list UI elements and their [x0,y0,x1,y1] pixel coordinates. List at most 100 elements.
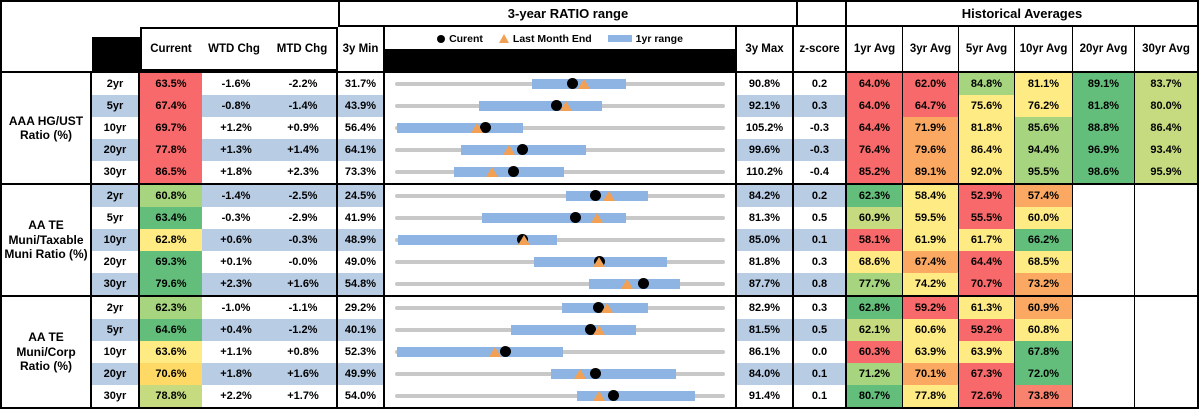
avg-cell-3yr: 59.5% [903,207,959,229]
legend-item-1yr-range: 1yr range [607,32,683,45]
range-track [395,282,725,286]
avg-cell-20yr: 96.9% [1073,139,1135,161]
table-row: 30yr 79.6% +2.3% +1.6% 54.8% 87.7% 0.8 77.7% 74.… [92,273,1197,295]
min-3y-cell: 49.0% [338,251,385,273]
avg-cell-5yr: 84.8% [959,73,1015,95]
current-cell: 78.8% [140,385,202,407]
avg-cell-1yr: 64.4% [847,117,903,139]
avg-cell-30yr [1135,207,1197,229]
table-row: 10yr 62.8% +0.6% -0.3% 48.9% 85.0% 0.1 58.1% 61.… [92,229,1197,251]
avg-30yr-column-header: 30yr Avg [1142,43,1190,55]
last-month-triangle-marker [620,279,633,289]
range-chart [385,251,737,273]
last-month-triangle-marker [559,101,572,111]
avg-cell-1yr: 62.1% [847,319,903,341]
min-3y-cell: 29.2% [338,297,385,319]
avg-cell-10yr: 76.2% [1015,95,1073,117]
avg-cell-5yr: 72.6% [959,385,1015,407]
avg-cell-5yr: 64.4% [959,251,1015,273]
mtd-chg-cell: +1.4% [270,139,338,161]
current-dot-marker [638,278,650,289]
avg-cell-20yr [1073,251,1135,273]
avg-cell-1yr: 80.7% [847,385,903,407]
table-row: 30yr 86.5% +1.8% +2.3% 73.3% 110.2% -0.4 85.2% 8… [92,161,1197,183]
legend-range-label: 1yr range [635,32,683,45]
avg-cell-5yr: 52.9% [959,185,1015,207]
avg-cell-30yr [1135,385,1197,407]
zscore-cell: 0.5 [794,319,847,341]
max-3y-cell: 81.5% [737,319,794,341]
avg-cell-10yr: 60.9% [1015,297,1073,319]
max-3y-cell: 110.2% [737,161,794,183]
avg-cell-3yr: 70.1% [903,363,959,385]
avg-cell-20yr [1073,363,1135,385]
avg-cell-3yr: 61.9% [903,229,959,251]
avg-cell-30yr [1135,341,1197,363]
range-chart [385,363,737,385]
wtd-chg-cell: +1.8% [220,166,252,178]
wtd-chg-cell: +2.3% [202,273,270,295]
mtd-chg-column-header: MTD Chg [276,43,328,55]
table-row: 20yr 69.3% +0.1% -0.0% 49.0% 81.8% 0.3 68.6% 67.… [92,251,1197,273]
wtd-chg-cell: +1.8% [202,363,270,385]
avg-cell-10yr: 72.0% [1015,363,1073,385]
avg-cell-20yr [1073,385,1135,407]
one-year-range-bar [576,391,695,401]
last-month-triangle-marker [593,391,606,401]
avg-cell-30yr: 80.0% [1135,95,1197,117]
last-month-triangle-marker [502,145,515,155]
current-cell: 69.7% [140,117,202,139]
avg-cell-3yr: 58.4% [903,185,959,207]
tenor-cell: 10yr [92,341,140,363]
avg-cell-3yr: 67.4% [903,251,959,273]
current-cell: 70.6% [140,363,202,385]
range-chart [385,385,737,407]
current-dot-marker [590,190,602,201]
min-3y-cell: 41.9% [338,207,385,229]
last-month-triangle-marker [602,191,615,201]
avg-cell-1yr: 62.3% [847,185,903,207]
legend-item-current: Curent [437,33,483,45]
current-dot-icon [437,34,446,43]
last-month-triangle-marker [489,347,502,357]
tenor-cell: 10yr [92,229,140,251]
current-cell: 77.8% [140,139,202,161]
avg-cell-3yr: 60.6% [903,319,959,341]
range-chart-header: Curent Last Month End 1yr range [385,27,737,71]
avg-cell-20yr: 88.8% [1073,117,1135,139]
avg-cell-5yr: 67.3% [959,363,1015,385]
max-3y-cell: 87.7% [737,273,794,295]
mtd-chg-cell: -2.9% [270,207,338,229]
table-row: 5yr 63.4% -0.3% -2.9% 41.9% 81.3% 0.5 60.9% 59.5… [92,207,1197,229]
avg-cell-10yr: 57.4% [1015,185,1073,207]
current-cell: 67.4% [140,95,202,117]
avg-cell-1yr: 85.2% [847,161,903,183]
max-3y-cell: 92.1% [737,95,794,117]
avg-cell-5yr: 55.5% [959,207,1015,229]
avg-1yr-column-header: 1yr Avg [847,27,903,71]
current-cell: 63.5% [140,73,202,95]
table-row: 2yr 63.5% -1.6% -2.2% 31.7% 90.8% 0.2 64.0% 62.0… [92,73,1197,95]
avg-cell-3yr: 89.1% [903,161,959,183]
mtd-chg-cell: -2.2% [270,73,338,95]
avg-cell-3yr: 59.2% [903,297,959,319]
current-dot-marker [516,144,528,155]
one-year-range-bar [398,235,558,245]
avg-cell-3yr: 74.2% [903,273,959,295]
avg-cell-10yr: 73.8% [1015,385,1073,407]
avg-cell-5yr: 70.7% [959,273,1015,295]
wtd-chg-cell: +1.1% [220,346,252,358]
table-row: 10yr 69.7% +1.2% +0.9% 56.4% 105.2% -0.3 64.4% 7… [92,117,1197,139]
ratio-group: AA TE Muni/Taxable Muni Ratio (%) 2yr 60.8… [2,185,1197,297]
min-3y-cell: 49.9% [338,363,385,385]
current-dot-marker [608,390,620,401]
wtd-chg-cell: +0.1% [220,256,252,268]
current-cell: 63.4% [140,207,202,229]
min-3y-cell: 43.9% [338,95,385,117]
current-cell: 63.6% [140,341,202,363]
wtd-chg-cell: -0.8% [202,95,270,117]
avg-cell-10yr: 60.8% [1015,319,1073,341]
range-chart [385,117,737,139]
avg-cell-1yr: 71.2% [847,363,903,385]
